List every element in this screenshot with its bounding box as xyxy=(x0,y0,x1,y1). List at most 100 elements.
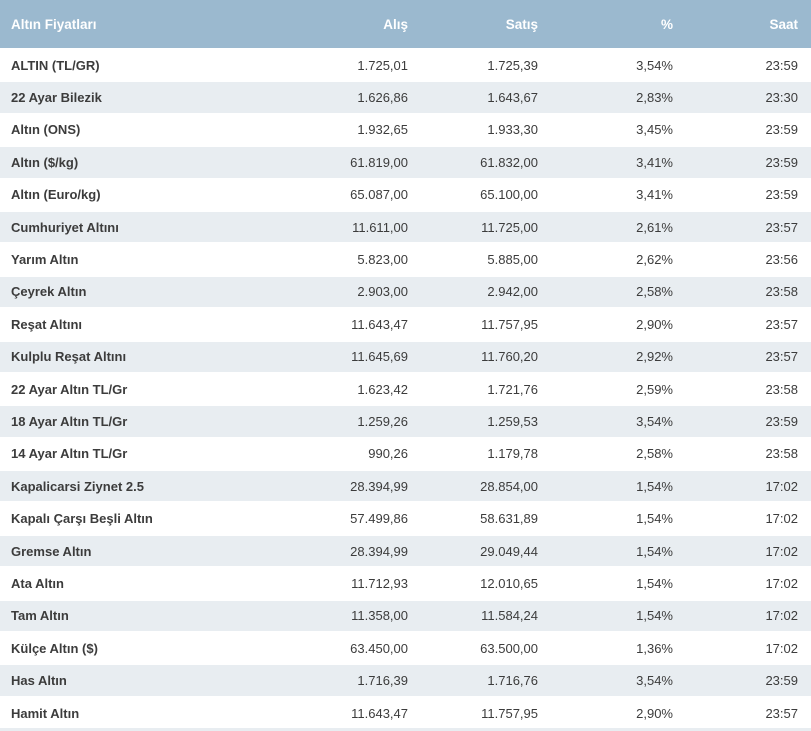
change-percent: 2,62% xyxy=(636,252,673,268)
table-row: 14 Ayar Altın TL/Gr 990,26 1.179,78 2,58… xyxy=(0,436,811,470)
instrument-name: Gremse Altın xyxy=(11,543,92,559)
change-percent: 2,61% xyxy=(636,219,673,235)
table-row: Kapalicarsi Ziynet 2.5 28.394,99 28.854,… xyxy=(0,469,811,502)
change-percent: 1,54% xyxy=(636,478,673,494)
sell-price: 11.584,24 xyxy=(481,608,538,624)
instrument-name: Tam Altın xyxy=(11,608,69,624)
instrument-name: 22 Ayar Bilezik xyxy=(11,90,102,106)
instrument-name: Ata Altın xyxy=(11,575,64,591)
instrument-name: Kulplu Reşat Altını xyxy=(11,349,127,365)
table-row: 18 Ayar Altın TL/Gr 1.259,26 1.259,53 3,… xyxy=(0,404,811,437)
buy-price: 1.716,39 xyxy=(357,673,408,689)
sell-price: 1.721,76 xyxy=(487,381,538,397)
sell-price: 11.757,95 xyxy=(481,316,538,332)
sell-price: 12.010,65 xyxy=(480,575,538,591)
table-row: Has Altın 1.716,39 1.716,76 3,54% 23:59 xyxy=(0,663,811,696)
update-time: 23:59 xyxy=(765,187,798,203)
instrument-name: Kapalicarsi Ziynet 2.5 xyxy=(11,478,144,494)
sell-price: 1.725,39 xyxy=(487,57,538,73)
change-percent: 2,83% xyxy=(636,90,673,106)
table-header-row: Altın Fiyatları Alış Satış % Saat xyxy=(0,0,811,48)
buy-price: 11.643,47 xyxy=(351,705,408,721)
buy-price: 11.643,47 xyxy=(351,316,408,332)
table-row: Cumhuriyet Altını 11.611,00 11.725,00 2,… xyxy=(0,209,811,243)
change-percent: 2,58% xyxy=(636,284,673,300)
update-time: 23:57 xyxy=(765,219,798,235)
update-time: 17:02 xyxy=(765,640,798,656)
buy-price: 11.358,00 xyxy=(351,608,408,624)
change-percent: 1,54% xyxy=(636,608,673,624)
instrument-name: 18 Ayar Altın TL/Gr xyxy=(11,413,128,429)
buy-price: 11.611,00 xyxy=(352,219,408,235)
table-row: Gremse Altın 28.394,99 29.049,44 1,54% 1… xyxy=(0,533,811,567)
table-row: Altın (ONS) 1.932,65 1.933,30 3,45% 23:5… xyxy=(0,112,811,146)
change-percent: 2,58% xyxy=(636,446,673,462)
table-body: ALTIN (TL/GR) 1.725,01 1.725,39 3,54% 23… xyxy=(0,48,811,729)
sell-price: 5.885,00 xyxy=(487,252,538,268)
instrument-name: Çeyrek Altın xyxy=(11,284,87,300)
table-row: Kapalı Çarşı Beşli Altın 57.499,86 58.63… xyxy=(0,501,811,534)
sell-price: 2.942,00 xyxy=(487,284,538,300)
buy-price: 1.623,42 xyxy=(357,381,408,397)
instrument-name: 22 Ayar Altın TL/Gr xyxy=(11,381,128,397)
buy-price: 28.394,99 xyxy=(350,478,408,494)
buy-price: 1.626,86 xyxy=(357,90,408,106)
sell-price: 58.631,89 xyxy=(480,511,538,527)
sell-price: 1.259,53 xyxy=(487,413,538,429)
instrument-name: Altın (ONS) xyxy=(11,122,81,138)
change-percent: 3,41% xyxy=(636,154,673,170)
sell-price: 29.049,44 xyxy=(480,543,538,559)
table-row: Kulplu Reşat Altını 11.645,69 11.760,20 … xyxy=(0,339,811,372)
instrument-name: Hamit Altın xyxy=(11,705,80,721)
buy-price: 2.903,00 xyxy=(357,284,408,300)
buy-price: 5.823,00 xyxy=(357,252,408,268)
update-time: 23:58 xyxy=(765,381,798,397)
update-time: 23:56 xyxy=(765,252,798,268)
update-time: 17:02 xyxy=(765,543,798,559)
column-header-percent: % xyxy=(660,16,673,32)
table-row: Hamit Altın 11.643,47 11.757,95 2,90% 23… xyxy=(0,695,811,729)
table-title: Altın Fiyatları xyxy=(11,16,97,32)
update-time: 23:59 xyxy=(765,122,798,138)
update-time: 23:59 xyxy=(765,413,798,429)
buy-price: 990,26 xyxy=(368,446,408,462)
update-time: 17:02 xyxy=(765,575,798,591)
update-time: 23:59 xyxy=(765,154,798,170)
update-time: 17:02 xyxy=(765,478,798,494)
table-row: Altın ($/kg) 61.819,00 61.832,00 3,41% 2… xyxy=(0,145,811,178)
change-percent: 3,41% xyxy=(636,187,673,203)
instrument-name: Has Altın xyxy=(11,673,67,689)
change-percent: 3,54% xyxy=(636,413,673,429)
update-time: 23:59 xyxy=(765,57,798,73)
buy-price: 65.087,00 xyxy=(350,187,408,203)
buy-price: 1.725,01 xyxy=(357,57,408,73)
column-header-sell: Satış xyxy=(505,16,538,32)
table-row: Tam Altın 11.358,00 11.584,24 1,54% 17:0… xyxy=(0,598,811,632)
table-row: 22 Ayar Bilezik 1.626,86 1.643,67 2,83% … xyxy=(0,80,811,113)
sell-price: 1.716,76 xyxy=(487,673,538,689)
change-percent: 2,90% xyxy=(636,705,673,721)
sell-price: 65.100,00 xyxy=(480,187,538,203)
sell-price: 1.643,67 xyxy=(487,90,538,106)
table-row: 22 Ayar Altın TL/Gr 1.623,42 1.721,76 2,… xyxy=(0,371,811,405)
buy-price: 1.932,65 xyxy=(357,122,408,138)
change-percent: 2,59% xyxy=(636,381,673,397)
table-row: Reşat Altını 11.643,47 11.757,95 2,90% 2… xyxy=(0,307,811,340)
table-row: ALTIN (TL/GR) 1.725,01 1.725,39 3,54% 23… xyxy=(0,48,811,81)
update-time: 23:57 xyxy=(765,705,798,721)
instrument-name: 14 Ayar Altın TL/Gr xyxy=(11,446,128,462)
sell-price: 61.832,00 xyxy=(480,154,538,170)
sell-price: 1.179,78 xyxy=(487,446,538,462)
change-percent: 1,36% xyxy=(636,640,673,656)
instrument-name: ALTIN (TL/GR) xyxy=(11,57,100,73)
update-time: 23:30 xyxy=(765,90,798,106)
buy-price: 11.712,93 xyxy=(351,575,408,591)
sell-price: 1.933,30 xyxy=(487,122,538,138)
change-percent: 3,54% xyxy=(636,57,673,73)
change-percent: 3,45% xyxy=(636,122,673,138)
sell-price: 11.725,00 xyxy=(481,219,538,235)
update-time: 23:58 xyxy=(765,446,798,462)
buy-price: 11.645,69 xyxy=(351,349,408,365)
update-time: 23:58 xyxy=(765,284,798,300)
table-row: Külçe Altın ($) 63.450,00 63.500,00 1,36… xyxy=(0,631,811,664)
